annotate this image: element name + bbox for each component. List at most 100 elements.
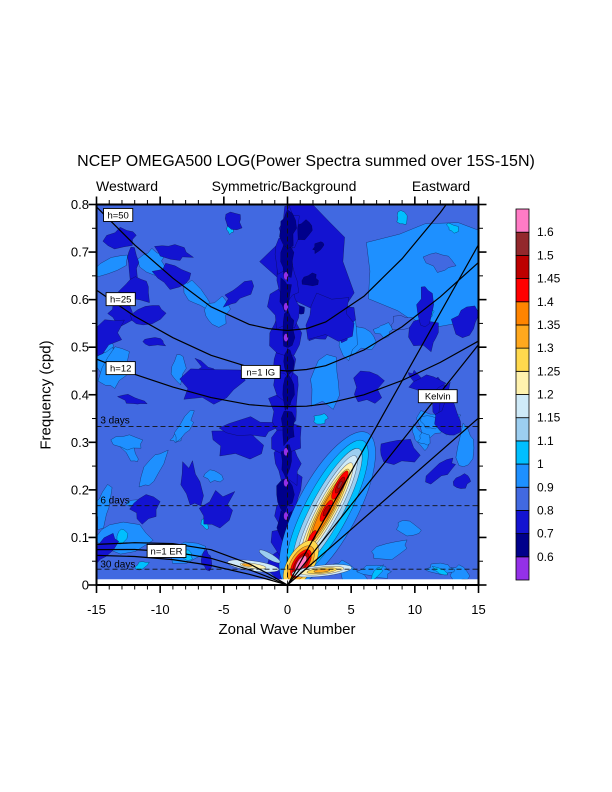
colorbar-tick-label: 1.25 xyxy=(537,364,561,378)
contour-patch xyxy=(446,222,459,234)
annotation-box xyxy=(105,361,136,376)
n1-er-curve xyxy=(96,554,288,585)
annotation-label: h=50 xyxy=(107,210,128,221)
x-tick-label: 10 xyxy=(408,602,422,617)
x-tick-label: -15 xyxy=(87,602,106,617)
contour-patch xyxy=(130,305,167,326)
contour-patch xyxy=(390,315,417,331)
n1-er-curve xyxy=(96,548,288,585)
colorbar-tick-label: 1.45 xyxy=(537,272,561,286)
colorbar-segment xyxy=(515,394,530,419)
colorbar-segment xyxy=(515,347,530,372)
contour-patch xyxy=(380,439,421,465)
n1-er-curve xyxy=(96,542,288,585)
contour-patch xyxy=(174,409,195,443)
annotation-box xyxy=(103,208,134,222)
axis-ticks xyxy=(88,196,487,593)
y-tick-label: 0.4 xyxy=(71,387,89,402)
contour-patch xyxy=(134,561,150,571)
y-tick-label: 0.2 xyxy=(71,482,89,497)
contour-patch xyxy=(138,449,169,488)
eastward-header: Eastward xyxy=(411,178,471,194)
contour-patch xyxy=(180,460,204,507)
colorbar-segment xyxy=(515,486,530,511)
colorbar-tick-label: 0.6 xyxy=(537,550,554,564)
colorbar-segment xyxy=(515,254,530,279)
colorbar-segment xyxy=(515,324,530,349)
contour-patch xyxy=(102,226,137,250)
zero-k-column-core xyxy=(282,373,295,411)
contour-patch xyxy=(396,210,408,226)
contour-patch xyxy=(96,484,113,531)
y-tick-label: 0.1 xyxy=(71,530,89,545)
contour-patch xyxy=(425,457,456,485)
colorbar-tick-label: 1 xyxy=(537,457,544,471)
contour-patch xyxy=(301,272,319,287)
contour-patch xyxy=(372,322,394,339)
annotation-box xyxy=(417,389,458,404)
colorbar-tick-label: 1.2 xyxy=(537,388,554,402)
colorbar-segment xyxy=(515,370,530,395)
y-tick-label: 0.8 xyxy=(71,197,89,212)
y-tick-label: 0.3 xyxy=(71,435,89,450)
contour-patch xyxy=(154,244,194,261)
contour-patch xyxy=(422,252,457,273)
colorbar-segment xyxy=(515,533,530,558)
y-tick-label: 0.6 xyxy=(71,292,89,307)
contour-patch xyxy=(203,469,224,483)
contour-patch xyxy=(313,413,329,425)
annotation-label: n=1 IG xyxy=(246,367,275,378)
contour-patch xyxy=(127,246,140,280)
colorbar-tick-label: 0.8 xyxy=(537,503,554,517)
colorbar-segment xyxy=(515,278,530,303)
zero-k-column-core xyxy=(279,209,297,249)
colorbar-segment xyxy=(515,440,530,465)
kelvin-curve xyxy=(286,244,479,585)
colorbar-segment xyxy=(515,208,530,233)
y-axis-title: Frequency (cpd) xyxy=(37,340,55,450)
contour-patch xyxy=(455,422,475,467)
contour-patch xyxy=(371,539,408,560)
x-tick-label: 5 xyxy=(348,602,355,617)
colorbar-tick-label: 1.35 xyxy=(537,318,561,332)
colorbar-segment xyxy=(515,510,530,535)
contour-patch xyxy=(452,473,471,489)
period-label: 30 days xyxy=(100,559,135,570)
y-tick-label: 0 xyxy=(82,578,89,593)
contour-patch xyxy=(224,211,243,231)
x-tick-label: -10 xyxy=(151,602,170,617)
annotation-box xyxy=(105,292,136,307)
contour-patch xyxy=(396,520,422,537)
period-label: 3 days xyxy=(100,415,129,426)
kelvin-curve xyxy=(287,417,479,585)
contour-patch xyxy=(179,368,246,405)
n1-ig-curve xyxy=(96,340,479,408)
contour-patch xyxy=(222,280,254,308)
colorbar-segment xyxy=(515,301,530,326)
westward-header: Westward xyxy=(96,178,158,194)
colorbar-segment xyxy=(515,463,530,488)
annotation-label: Kelvin xyxy=(425,392,451,403)
colorbar-tick-label: 1.4 xyxy=(537,295,554,309)
contour-patch xyxy=(312,241,325,254)
chart-title: NCEP OMEGA500 LOG(Power Spectra summed o… xyxy=(77,153,535,170)
n1-ig-curve xyxy=(96,204,447,332)
spectrum-field xyxy=(96,204,479,585)
contour-patch xyxy=(408,318,439,353)
contour-patch xyxy=(117,394,148,405)
y-tick-label: 0.5 xyxy=(71,340,89,355)
contour-patch xyxy=(170,354,187,386)
kelvin-curve xyxy=(287,344,479,585)
y-tick-label: 0.7 xyxy=(71,245,89,260)
low-freq-streak-small xyxy=(258,549,281,564)
contour-patch xyxy=(129,494,161,525)
x-tick-label: 15 xyxy=(471,602,485,617)
colorbar-segment xyxy=(515,556,530,581)
annotation-label: n=1 ER xyxy=(151,546,183,557)
contour-patch xyxy=(451,305,479,338)
colorbar-tick-label: 1.5 xyxy=(537,248,554,262)
annotation-label: h=12 xyxy=(110,364,131,375)
dispersion-curves xyxy=(96,204,479,585)
colorbar-tick-label: 0.9 xyxy=(537,480,554,494)
